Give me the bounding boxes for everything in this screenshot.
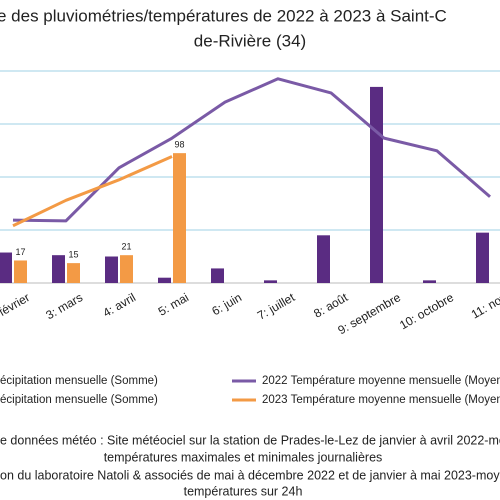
bar: [423, 280, 436, 283]
bar: [120, 255, 133, 283]
bar: [105, 256, 118, 283]
data-label: 98: [174, 140, 184, 150]
x-tick-label: février: [0, 290, 32, 319]
x-tick-label: 7: juillet: [255, 290, 298, 323]
bar: [14, 260, 27, 283]
bar: [52, 255, 65, 283]
bar: [173, 153, 186, 283]
bar: [317, 235, 330, 283]
line-series: [12, 77, 491, 223]
bar: [0, 252, 12, 283]
legend-label: 2022 Température moyenne mensuelle (Moye…: [262, 375, 500, 387]
x-tick-label: 8: août: [311, 290, 350, 321]
data-label: 17: [15, 247, 25, 257]
footer-note: températures maximales et minimales jour…: [104, 450, 383, 464]
footer-note: températures sur 24h: [184, 484, 303, 498]
bar: [67, 263, 80, 283]
data-label: 21: [121, 242, 131, 252]
footer-note: e données météo : Site météociel sur la …: [0, 433, 500, 447]
bar: [211, 268, 224, 283]
bar: [158, 277, 171, 283]
bar: [476, 232, 489, 283]
x-tick-label: 5: mai: [156, 290, 191, 318]
x-tick-label: 3: mars: [43, 290, 85, 322]
legend-label: écipitation mensuelle (Somme): [0, 375, 158, 387]
x-tick-label: 11: nov: [469, 290, 500, 321]
bar: [264, 280, 277, 283]
chart-title: de-Rivière (34): [194, 31, 306, 50]
x-tick-label: 6: juin: [209, 290, 244, 318]
chart-title: e des pluviométries/températures de 2022…: [0, 6, 447, 25]
legend-label: écipitation mensuelle (Somme): [0, 394, 158, 406]
x-tick-label: 4: avril: [100, 290, 138, 320]
x-tick-label: 10: octobre: [397, 290, 456, 332]
data-label: 15: [68, 250, 78, 260]
footer-note: on du laboratoire Natoli & associés de m…: [0, 468, 500, 482]
legend-label: 2023 Température moyenne mensuelle (Moye…: [262, 394, 500, 406]
line-series: [12, 155, 173, 228]
bar: [370, 86, 383, 284]
